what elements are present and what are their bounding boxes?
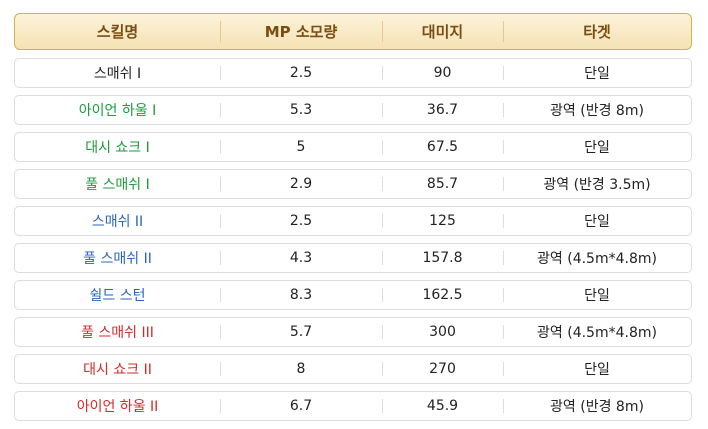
table-cell: 90 [382,59,503,87]
header-cell: 대미지 [382,14,503,49]
table-row: 풀 스매쉬 I 2.9 85.7 광역 (반경 3.5m) [14,169,692,199]
table-cell: 8.3 [220,281,382,309]
table-row: 풀 스매쉬 III 5.7 300 광역 (4.5m*4.8m) [14,317,692,347]
table-row: 아이언 하울 I 5.3 36.7 광역 (반경 8m) [14,95,692,125]
table-cell: 67.5 [382,133,503,161]
table-cell: 단일 [503,59,691,87]
table-cell: 300 [382,318,503,346]
table-cell: 2.5 [220,207,382,235]
table-cell: 5.3 [220,96,382,124]
table-cell: 광역 (4.5m*4.8m) [503,244,691,272]
table-cell: 대시 쇼크 I [85,140,150,156]
table-cell: 풀 스매쉬 I [85,177,150,193]
table-cell: 광역 (반경 8m) [503,96,691,124]
table-cell: 85.7 [382,170,503,198]
table-row: 스매쉬 II 2.5 125 단일 [14,206,692,236]
table-cell: 4.3 [220,244,382,272]
table-cell: 2.5 [220,59,382,87]
table-header: 스킬명 MP 소모량 대미지 타겟 [14,13,692,50]
header-cell: 타겟 [503,14,691,49]
table-row: 아이언 하울 II 6.7 45.9 광역 (반경 8m) [14,391,692,421]
table-cell: 풀 스매쉬 III [81,325,154,341]
table-cell: 5 [220,133,382,161]
table-cell: 157.8 [382,244,503,272]
table-cell: 6.7 [220,392,382,420]
table-cell: 단일 [503,355,691,383]
table-cell: 쉴드 스턴 [89,288,146,304]
table-cell: 아이언 하울 II [76,399,159,415]
table-cell: 단일 [503,207,691,235]
table-cell: 광역 (4.5m*4.8m) [503,318,691,346]
table-row: 스매쉬 I 2.5 90 단일 [14,58,692,88]
table-cell: 스매쉬 I [93,66,142,82]
table-row: 풀 스매쉬 II 4.3 157.8 광역 (4.5m*4.8m) [14,243,692,273]
table-cell: 5.7 [220,318,382,346]
table-cell: 2.9 [220,170,382,198]
table-cell: 풀 스매쉬 II [83,251,152,267]
table-cell: 광역 (반경 3.5m) [503,170,691,198]
table-cell: 36.7 [382,96,503,124]
table-row: 쉴드 스턴 8.3 162.5 단일 [14,280,692,310]
table-cell: 단일 [503,281,691,309]
header-cell: 스킬명 [96,23,139,41]
table-cell: 270 [382,355,503,383]
table-row: 대시 쇼크 I 5 67.5 단일 [14,132,692,162]
table-cell: 162.5 [382,281,503,309]
table-cell: 125 [382,207,503,235]
header-cell: MP 소모량 [220,14,382,49]
table-cell: 45.9 [382,392,503,420]
table-cell: 8 [220,355,382,383]
table-row: 대시 쇼크 II 8 270 단일 [14,354,692,384]
table-cell: 아이언 하울 I [78,103,157,119]
table-cell: 단일 [503,133,691,161]
table-cell: 스매쉬 II [91,214,144,230]
table-cell: 광역 (반경 8m) [503,392,691,420]
table-cell: 대시 쇼크 II [83,362,152,378]
